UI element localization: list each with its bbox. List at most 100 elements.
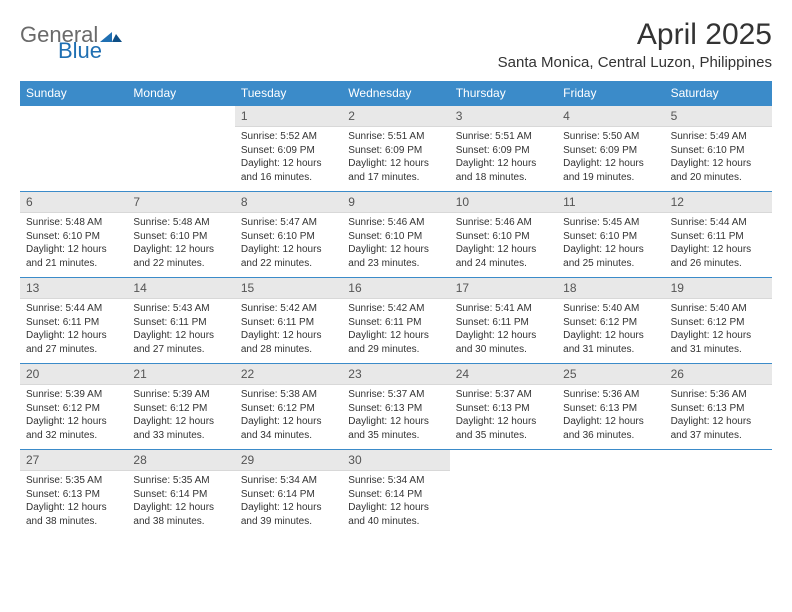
day-number: 20 — [20, 364, 127, 385]
sunset-text: Sunset: 6:12 PM — [563, 316, 658, 330]
day-body: Sunrise: 5:46 AMSunset: 6:10 PMDaylight:… — [450, 213, 557, 274]
calendar-cell: 5Sunrise: 5:49 AMSunset: 6:10 PMDaylight… — [665, 105, 772, 191]
day-number: 22 — [235, 364, 342, 385]
sunrise-text: Sunrise: 5:49 AM — [671, 130, 766, 144]
sunset-text: Sunset: 6:10 PM — [133, 230, 228, 244]
sunset-text: Sunset: 6:11 PM — [456, 316, 551, 330]
calendar-cell: 18Sunrise: 5:40 AMSunset: 6:12 PMDayligh… — [557, 277, 664, 363]
daylight-text: Daylight: 12 hours and 16 minutes. — [241, 157, 336, 184]
sunrise-text: Sunrise: 5:46 AM — [456, 216, 551, 230]
day-body: Sunrise: 5:36 AMSunset: 6:13 PMDaylight:… — [665, 385, 772, 446]
calendar-cell — [20, 105, 127, 191]
day-number: 2 — [342, 106, 449, 127]
sunrise-text: Sunrise: 5:50 AM — [563, 130, 658, 144]
calendar-cell: 9Sunrise: 5:46 AMSunset: 6:10 PMDaylight… — [342, 191, 449, 277]
sunrise-text: Sunrise: 5:43 AM — [133, 302, 228, 316]
day-number: 25 — [557, 364, 664, 385]
day-number: 9 — [342, 192, 449, 213]
sunset-text: Sunset: 6:10 PM — [456, 230, 551, 244]
day-number: 15 — [235, 278, 342, 299]
day-body: Sunrise: 5:36 AMSunset: 6:13 PMDaylight:… — [557, 385, 664, 446]
sunset-text: Sunset: 6:10 PM — [26, 230, 121, 244]
daylight-text: Daylight: 12 hours and 25 minutes. — [563, 243, 658, 270]
day-number: 30 — [342, 450, 449, 471]
day-body: Sunrise: 5:34 AMSunset: 6:14 PMDaylight:… — [235, 471, 342, 532]
day-body: Sunrise: 5:50 AMSunset: 6:09 PMDaylight:… — [557, 127, 664, 188]
sunrise-text: Sunrise: 5:35 AM — [133, 474, 228, 488]
calendar-cell: 23Sunrise: 5:37 AMSunset: 6:13 PMDayligh… — [342, 363, 449, 449]
calendar-cell: 4Sunrise: 5:50 AMSunset: 6:09 PMDaylight… — [557, 105, 664, 191]
calendar-cell: 3Sunrise: 5:51 AMSunset: 6:09 PMDaylight… — [450, 105, 557, 191]
daylight-text: Daylight: 12 hours and 27 minutes. — [26, 329, 121, 356]
day-body: Sunrise: 5:37 AMSunset: 6:13 PMDaylight:… — [450, 385, 557, 446]
sunset-text: Sunset: 6:10 PM — [671, 144, 766, 158]
sunset-text: Sunset: 6:09 PM — [348, 144, 443, 158]
daylight-text: Daylight: 12 hours and 19 minutes. — [563, 157, 658, 184]
calendar-cell: 13Sunrise: 5:44 AMSunset: 6:11 PMDayligh… — [20, 277, 127, 363]
daylight-text: Daylight: 12 hours and 26 minutes. — [671, 243, 766, 270]
daylight-text: Daylight: 12 hours and 40 minutes. — [348, 501, 443, 528]
day-body: Sunrise: 5:47 AMSunset: 6:10 PMDaylight:… — [235, 213, 342, 274]
day-number: 16 — [342, 278, 449, 299]
day-body: Sunrise: 5:46 AMSunset: 6:10 PMDaylight:… — [342, 213, 449, 274]
sunrise-text: Sunrise: 5:45 AM — [563, 216, 658, 230]
brand-logo: GeneralBlue — [20, 24, 122, 62]
sunset-text: Sunset: 6:11 PM — [348, 316, 443, 330]
sunrise-text: Sunrise: 5:46 AM — [348, 216, 443, 230]
weekday-tuesday: Tuesday — [235, 81, 342, 105]
daylight-text: Daylight: 12 hours and 23 minutes. — [348, 243, 443, 270]
day-number: 1 — [235, 106, 342, 127]
day-number: 13 — [20, 278, 127, 299]
month-title: April 2025 — [498, 18, 772, 52]
sunset-text: Sunset: 6:12 PM — [241, 402, 336, 416]
day-body: Sunrise: 5:35 AMSunset: 6:14 PMDaylight:… — [127, 471, 234, 532]
day-number: 21 — [127, 364, 234, 385]
calendar-cell: 7Sunrise: 5:48 AMSunset: 6:10 PMDaylight… — [127, 191, 234, 277]
daylight-text: Daylight: 12 hours and 31 minutes. — [671, 329, 766, 356]
day-body: Sunrise: 5:37 AMSunset: 6:13 PMDaylight:… — [342, 385, 449, 446]
calendar: Sunday Monday Tuesday Wednesday Thursday… — [20, 81, 772, 535]
calendar-header: Sunday Monday Tuesday Wednesday Thursday… — [20, 81, 772, 105]
calendar-cell: 26Sunrise: 5:36 AMSunset: 6:13 PMDayligh… — [665, 363, 772, 449]
calendar-cell: 16Sunrise: 5:42 AMSunset: 6:11 PMDayligh… — [342, 277, 449, 363]
daylight-text: Daylight: 12 hours and 37 minutes. — [671, 415, 766, 442]
sunrise-text: Sunrise: 5:36 AM — [563, 388, 658, 402]
sunset-text: Sunset: 6:14 PM — [348, 488, 443, 502]
daylight-text: Daylight: 12 hours and 20 minutes. — [671, 157, 766, 184]
sunrise-text: Sunrise: 5:52 AM — [241, 130, 336, 144]
sunset-text: Sunset: 6:09 PM — [563, 144, 658, 158]
page-container: GeneralBlue April 2025 Santa Monica, Cen… — [0, 0, 792, 535]
daylight-text: Daylight: 12 hours and 35 minutes. — [348, 415, 443, 442]
day-number: 11 — [557, 192, 664, 213]
sunrise-text: Sunrise: 5:40 AM — [671, 302, 766, 316]
day-number: 27 — [20, 450, 127, 471]
daylight-text: Daylight: 12 hours and 21 minutes. — [26, 243, 121, 270]
sunset-text: Sunset: 6:13 PM — [26, 488, 121, 502]
day-number: 23 — [342, 364, 449, 385]
calendar-cell: 10Sunrise: 5:46 AMSunset: 6:10 PMDayligh… — [450, 191, 557, 277]
day-body: Sunrise: 5:51 AMSunset: 6:09 PMDaylight:… — [342, 127, 449, 188]
day-number: 10 — [450, 192, 557, 213]
sunset-text: Sunset: 6:10 PM — [348, 230, 443, 244]
daylight-text: Daylight: 12 hours and 24 minutes. — [456, 243, 551, 270]
sunset-text: Sunset: 6:13 PM — [671, 402, 766, 416]
sunrise-text: Sunrise: 5:35 AM — [26, 474, 121, 488]
sunset-text: Sunset: 6:13 PM — [563, 402, 658, 416]
calendar-cell: 21Sunrise: 5:39 AMSunset: 6:12 PMDayligh… — [127, 363, 234, 449]
day-body: Sunrise: 5:44 AMSunset: 6:11 PMDaylight:… — [665, 213, 772, 274]
day-body: Sunrise: 5:40 AMSunset: 6:12 PMDaylight:… — [557, 299, 664, 360]
day-number: 4 — [557, 106, 664, 127]
sunset-text: Sunset: 6:13 PM — [456, 402, 551, 416]
header-row: GeneralBlue April 2025 Santa Monica, Cen… — [20, 18, 772, 71]
sunset-text: Sunset: 6:11 PM — [133, 316, 228, 330]
day-body: Sunrise: 5:42 AMSunset: 6:11 PMDaylight:… — [235, 299, 342, 360]
day-body: Sunrise: 5:48 AMSunset: 6:10 PMDaylight:… — [127, 213, 234, 274]
daylight-text: Daylight: 12 hours and 36 minutes. — [563, 415, 658, 442]
weekday-friday: Friday — [557, 81, 664, 105]
sunrise-text: Sunrise: 5:41 AM — [456, 302, 551, 316]
sunset-text: Sunset: 6:11 PM — [671, 230, 766, 244]
day-number: 28 — [127, 450, 234, 471]
calendar-cell: 6Sunrise: 5:48 AMSunset: 6:10 PMDaylight… — [20, 191, 127, 277]
sunset-text: Sunset: 6:12 PM — [133, 402, 228, 416]
sunrise-text: Sunrise: 5:48 AM — [26, 216, 121, 230]
